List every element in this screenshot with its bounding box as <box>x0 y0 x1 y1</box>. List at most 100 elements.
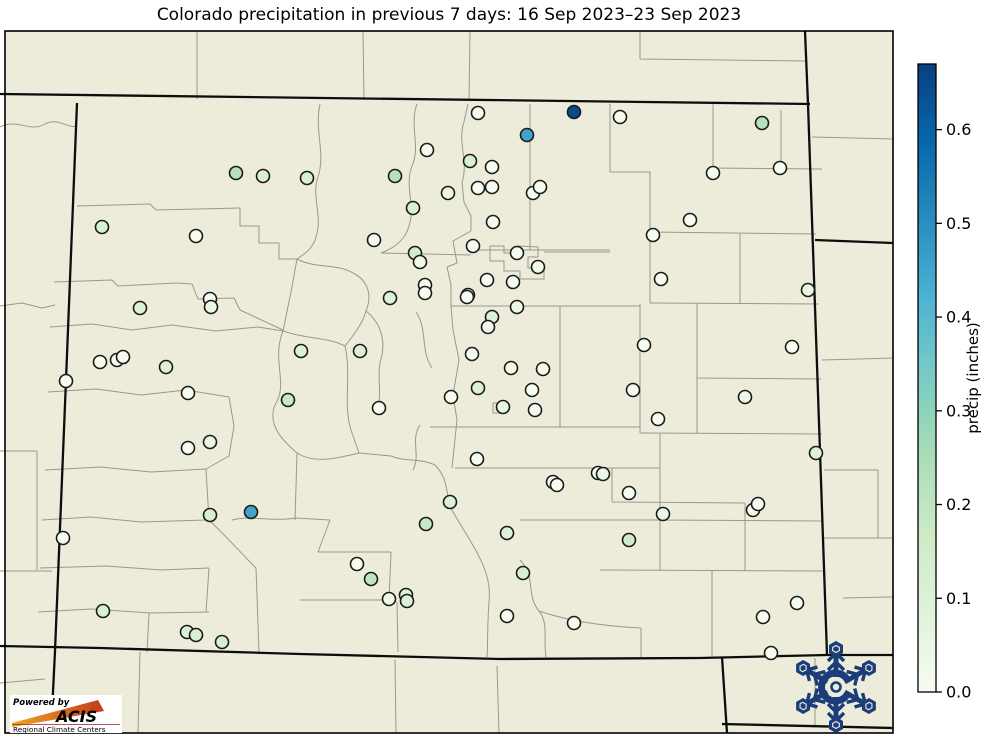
colorbar-bar <box>918 64 936 692</box>
station-dot <box>295 345 308 358</box>
station-dot <box>627 384 640 397</box>
colorbar-label: precip (inches) <box>964 322 982 433</box>
station-dot <box>472 382 485 395</box>
station-dot <box>414 256 427 269</box>
station-dot <box>190 629 203 642</box>
station-dot <box>117 351 130 364</box>
station-dot <box>60 375 73 388</box>
station-dot <box>472 107 485 120</box>
station-dot <box>420 518 433 531</box>
station-dot <box>614 111 627 124</box>
station-dot <box>511 247 524 260</box>
station-dot <box>204 509 217 522</box>
station-dot <box>471 453 484 466</box>
station-dot <box>444 496 457 509</box>
station-dot <box>597 468 610 481</box>
station-dot <box>482 321 495 334</box>
acis-subtitle-text: Regional Climate Centers <box>13 725 106 734</box>
station-dot <box>407 202 420 215</box>
station-dot <box>383 593 396 606</box>
station-dot <box>94 356 107 369</box>
station-dot <box>182 442 195 455</box>
station-dot <box>568 106 581 119</box>
map-land <box>5 31 893 733</box>
station-dot <box>461 291 474 304</box>
station-dot <box>368 234 381 247</box>
station-dot <box>655 273 668 286</box>
station-dot <box>657 508 670 521</box>
chart-title: Colorado precipitation in previous 7 day… <box>157 5 741 25</box>
acis-name-text: ACIS <box>54 707 97 726</box>
station-dot <box>354 345 367 358</box>
acis-logo: Powered by ACIS Regional Climate Centers <box>10 695 122 734</box>
station-dot <box>421 144 434 157</box>
station-dot <box>389 170 402 183</box>
station-dot <box>752 498 765 511</box>
station-dot <box>216 636 229 649</box>
station-dot <box>507 276 520 289</box>
station-dot <box>511 301 524 314</box>
station-dot <box>384 292 397 305</box>
station-dot <box>526 384 539 397</box>
station-dot <box>786 341 799 354</box>
precip-map-svg: Colorado precipitation in previous 7 day… <box>0 0 986 737</box>
station-dot <box>774 162 787 175</box>
station-dot <box>501 610 514 623</box>
station-dot <box>97 605 110 618</box>
station-dot <box>505 362 518 375</box>
station-dot <box>623 534 636 547</box>
station-dot <box>739 391 752 404</box>
station-dot <box>160 361 173 374</box>
colorbar: 0.00.10.20.30.40.50.6 precip (inches) <box>918 64 982 702</box>
station-dot <box>623 487 636 500</box>
station-dot <box>756 117 769 130</box>
colorbar-tick-label: 0.1 <box>946 589 971 608</box>
colorbar-tick-label: 0.2 <box>946 495 971 514</box>
station-dot <box>791 597 804 610</box>
station-dot <box>466 348 479 361</box>
colorbar-tick-label: 0.5 <box>946 214 971 233</box>
station-dot <box>551 479 564 492</box>
station-dot <box>204 436 217 449</box>
station-dot <box>765 647 778 660</box>
station-dot <box>442 187 455 200</box>
station-dot <box>529 404 542 417</box>
station-dot <box>182 387 195 400</box>
colorbar-tick-label: 0.0 <box>946 683 971 702</box>
station-dot <box>802 284 815 297</box>
station-dot <box>401 595 414 608</box>
station-dot <box>282 394 295 407</box>
station-dot <box>467 240 480 253</box>
station-dot <box>647 229 660 242</box>
station-dot <box>205 301 218 314</box>
station-dot <box>487 216 500 229</box>
station-dot <box>365 573 378 586</box>
station-dot <box>537 363 550 376</box>
station-dot <box>652 413 665 426</box>
station-dot <box>245 506 258 519</box>
station-dot <box>638 339 651 352</box>
station-dot <box>373 402 386 415</box>
station-dot <box>230 167 243 180</box>
station-dot <box>351 558 364 571</box>
station-dot <box>517 567 530 580</box>
station-dot <box>486 181 499 194</box>
station-dot <box>486 161 499 174</box>
colorbar-tick-label: 0.6 <box>946 120 971 139</box>
station-dot <box>464 155 477 168</box>
station-dot <box>810 447 823 460</box>
station-dot <box>501 527 514 540</box>
station-dot <box>707 167 720 180</box>
figure-canvas: Colorado precipitation in previous 7 day… <box>0 0 986 737</box>
station-dot <box>532 261 545 274</box>
station-dot <box>481 274 494 287</box>
station-dot <box>568 617 581 630</box>
station-dot <box>190 230 203 243</box>
station-dot <box>134 302 147 315</box>
station-dot <box>419 287 432 300</box>
station-dot <box>534 181 547 194</box>
station-dot <box>497 401 510 414</box>
station-dot <box>684 214 697 227</box>
station-dot <box>96 221 109 234</box>
station-dot <box>757 611 770 624</box>
